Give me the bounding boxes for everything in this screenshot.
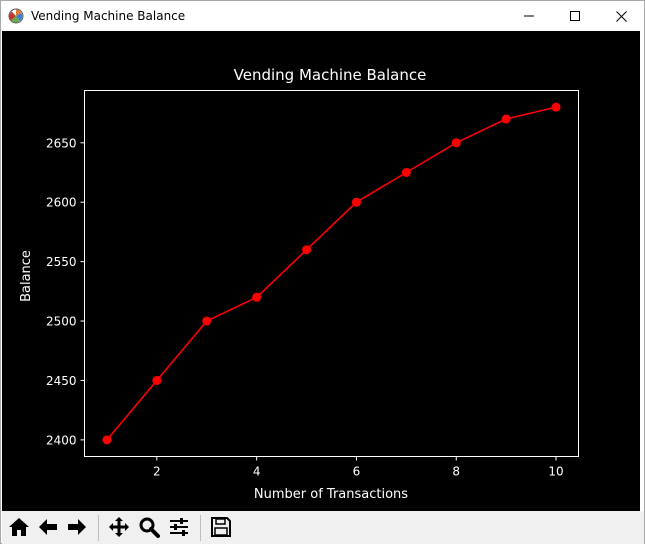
maximize-button[interactable] [552, 1, 598, 31]
y-tick-label: 2600 [46, 196, 77, 210]
forward-button[interactable] [64, 514, 90, 540]
matplotlib-icon [8, 8, 24, 24]
plot-area [84, 90, 579, 457]
x-tick-label: 2 [153, 465, 161, 479]
toolbar-separator [200, 515, 201, 541]
minimize-button[interactable] [506, 1, 552, 31]
chart-title: Vending Machine Balance [234, 66, 427, 84]
y-tick-label: 2500 [46, 315, 77, 329]
series-line [106, 106, 557, 441]
x-axis-label: Number of Transactions [254, 487, 408, 502]
home-button[interactable] [6, 514, 32, 540]
series-group [102, 102, 561, 445]
close-button[interactable] [598, 1, 644, 31]
x-tick-label: 8 [452, 465, 460, 479]
x-tick-label: 10 [548, 465, 563, 479]
x-tick-label: 6 [353, 465, 361, 479]
zoom-icon [139, 517, 160, 538]
data-point [202, 316, 212, 326]
save-button[interactable] [208, 514, 234, 540]
toolbar-separator [98, 515, 99, 541]
configure-subplots-button[interactable] [166, 514, 192, 540]
close-icon [615, 10, 627, 22]
y-axis-label: Balance [19, 250, 34, 302]
zoom-button[interactable] [136, 514, 162, 540]
configure-subplots-icon [170, 518, 188, 536]
data-point [451, 138, 461, 148]
save-icon [211, 517, 231, 537]
data-point [102, 435, 112, 445]
back-button[interactable] [35, 514, 61, 540]
home-icon [9, 518, 29, 536]
navigation-toolbar [2, 511, 644, 544]
data-point [152, 375, 162, 385]
data-point [302, 245, 312, 255]
y-tick-label: 2650 [46, 136, 77, 150]
y-tick-label: 2400 [46, 433, 77, 447]
y-tick-label: 2450 [46, 374, 77, 388]
data-point [252, 292, 262, 302]
figure-canvas[interactable]: Vending Machine Balance 2 4 6 8 10 2400 2450 2… [2, 31, 640, 511]
title-bar: Vending Machine Balance [1, 1, 644, 31]
minimize-icon [524, 15, 534, 17]
data-point [551, 102, 561, 112]
maximize-icon [570, 11, 580, 21]
data-point [351, 197, 361, 207]
window-edge [640, 31, 644, 511]
window-title: Vending Machine Balance [31, 9, 186, 23]
line-chart: Vending Machine Balance 2 4 6 8 10 240024502… [19, 66, 579, 502]
x-axis: 2 4 6 8 10 [153, 456, 564, 479]
y-tick-label: 2550 [46, 255, 77, 269]
forward-arrow-icon [68, 519, 86, 535]
x-tick-label: 4 [253, 465, 261, 479]
back-arrow-icon [39, 519, 57, 535]
data-point [501, 114, 511, 124]
pan-button[interactable] [106, 514, 132, 540]
y-axis: 2400 2450 2500 2550 2600 2650 [46, 136, 85, 447]
pan-icon [109, 517, 129, 537]
data-point [401, 167, 411, 177]
